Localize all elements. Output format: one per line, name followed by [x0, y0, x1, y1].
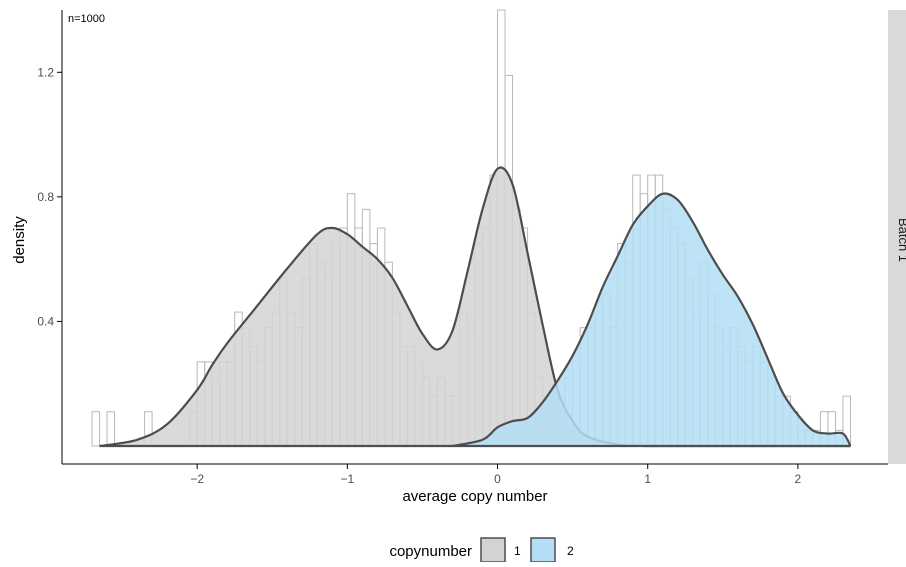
density-curves	[99, 166, 852, 448]
annotation-n: n=1000	[68, 13, 105, 25]
y-tick-label-2: 1.2	[37, 65, 54, 79]
x-tick-label-0: −2	[190, 472, 204, 486]
y-tick-label-1: 0.8	[37, 190, 54, 204]
hist-bar-1	[106, 411, 116, 447]
y-ticks: 0.4 0.8 1.2	[37, 65, 62, 328]
x-tick-label-2: 0	[494, 472, 501, 486]
legend-key-1	[480, 537, 506, 563]
hist-bar-0	[91, 411, 101, 447]
legend-key-2	[530, 537, 556, 563]
facet-strip-label: Batch 1	[896, 218, 906, 262]
legend: copynumber 1 2	[389, 537, 574, 563]
y-tick-label-0: 0.4	[37, 314, 54, 328]
density-curve-2	[452, 192, 852, 448]
legend-label-2: 2	[567, 544, 574, 558]
facet-strip-background	[888, 10, 906, 464]
density-area-2	[452, 193, 851, 446]
y-axis-label: density	[11, 216, 28, 264]
x-tick-label-4: 2	[795, 472, 802, 486]
x-axis-label: average copy number	[402, 488, 547, 505]
axes	[61, 10, 888, 465]
x-tick-label-3: 1	[644, 472, 651, 486]
x-tick-label-1: −1	[341, 472, 355, 486]
x-ticks: −2 −1 0 1 2	[190, 464, 802, 486]
legend-title: copynumber	[389, 543, 472, 560]
density-area-1	[99, 167, 851, 446]
legend-label-1: 1	[514, 544, 521, 558]
facet-strip: Batch 1	[888, 10, 906, 464]
